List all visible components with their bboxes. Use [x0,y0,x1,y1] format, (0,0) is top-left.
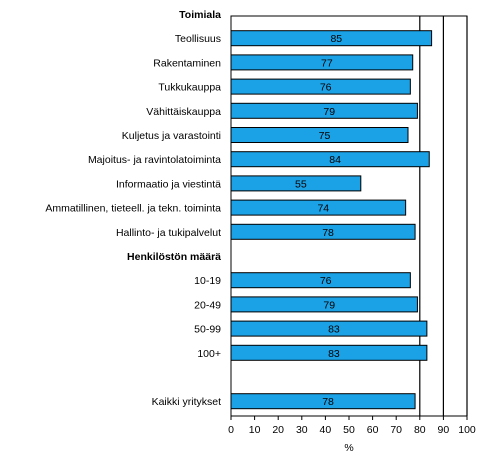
category-label: Informaatio ja viestintä [116,178,221,190]
data-label: 55 [295,178,307,190]
data-label: 79 [323,106,335,118]
x-tick-label: 90 [438,424,450,436]
category-label: Teollisuus [175,33,221,45]
bars: 85 77 76 79 75 84 55 74 78 76 79 83 83 78 [230,30,433,410]
data-label: 78 [322,227,334,239]
x-tick-label: 100 [458,424,476,436]
category-label: Tukkukauppa [158,82,221,94]
x-tick-label: 40 [320,424,332,436]
group-label: Toimiala [179,9,221,21]
x-tick-label: 70 [390,424,402,436]
data-label: 78 [322,396,334,408]
category-label: Majoitus- ja ravintolatoiminta [88,154,221,166]
data-label: 83 [328,324,340,336]
x-tick-label: 50 [343,424,355,436]
data-label: 84 [329,154,341,166]
x-tick-label: 0 [228,424,234,436]
category-label: Vähittäiskauppa [146,106,221,118]
category-label: Rakentaminen [153,57,221,69]
category-label: Ammatillinen, tieteell. ja tekn. toimint… [45,203,221,215]
x-tick-label: 30 [296,424,308,436]
category-label: 100+ [197,348,221,360]
x-tick-label: 60 [367,424,379,436]
data-label: 79 [323,299,335,311]
data-label: 75 [319,130,331,142]
category-labels: Toimiala Teollisuus Rakentaminen Tukkukaupp… [45,9,221,408]
category-label: Hallinto- ja tukipalvelut [116,227,221,239]
category-label: Kaikki yritykset [152,396,222,408]
data-label: 76 [320,275,332,287]
data-label: 76 [320,82,332,94]
category-label: 10-19 [194,275,221,287]
category-label: Kuljetus ja varastointi [122,130,221,142]
x-tick-label: 80 [414,424,426,436]
category-label: 20-49 [194,299,221,311]
x-axis-title: % [344,442,353,454]
x-tick-label: 20 [272,424,284,436]
group-label: Henkilöstön määrä [127,251,221,263]
data-label: 83 [328,348,340,360]
data-label: 85 [330,33,342,45]
x-axis-ticks: 0 10 20 30 40 50 60 70 80 90 100 [228,416,476,436]
x-tick-label: 10 [249,424,261,436]
data-label: 74 [317,203,329,215]
category-label: 50-99 [194,324,221,336]
data-label: 77 [321,57,333,69]
